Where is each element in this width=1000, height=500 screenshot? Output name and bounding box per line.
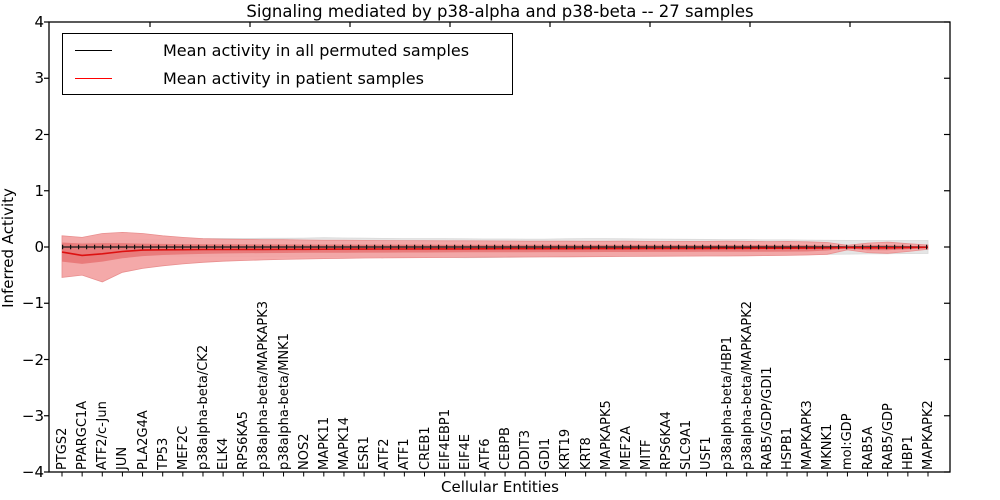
y-tick-label: 2 — [34, 125, 44, 144]
x-tick-label: ATF2/c-Jun — [95, 401, 111, 470]
x-tick-label: ATF6 — [477, 438, 493, 470]
x-axis-label: Cellular Entities — [441, 478, 559, 496]
x-tick-label: RAB5/GDP — [880, 403, 896, 470]
legend-item-permuted: Mean activity in all permuted samples — [63, 37, 512, 63]
x-tick-label: NOS2 — [296, 433, 312, 470]
x-tick-label: HBP1 — [900, 435, 916, 470]
x-tick-label: RPS6KA5 — [236, 411, 252, 470]
x-tick-label: MEF2C — [175, 425, 191, 470]
x-tick-label: MKNK1 — [820, 423, 836, 470]
x-tick-label: TP53 — [155, 437, 171, 470]
chart-title: Signaling mediated by p38-alpha and p38-… — [246, 2, 754, 21]
x-tick-label: ESR1 — [357, 436, 373, 470]
x-tick-label: PTGS2 — [55, 427, 70, 470]
x-tick-label: PLA2G4A — [135, 410, 151, 470]
x-tick-label: GDI1 — [538, 437, 554, 470]
x-tick-label: MAPKAPK5 — [598, 400, 614, 470]
x-tick-label: DDIT3 — [518, 429, 534, 470]
x-tick-label: USF1 — [699, 436, 715, 470]
x-tick-label: mol:GDP — [840, 413, 856, 470]
legend-label-permuted: Mean activity in all permuted samples — [163, 40, 470, 60]
y-tick-label: −3 — [21, 406, 44, 425]
x-tick-label: MAPKAPK2 — [921, 400, 936, 470]
x-tick-label: p38alpha-beta/HBP1 — [719, 335, 735, 470]
x-tick-label: CEBPB — [498, 427, 514, 470]
x-tick-label: MAPK11 — [316, 416, 332, 470]
x-tick-label: HSPB1 — [780, 426, 796, 470]
legend-label-patient: Mean activity in patient samples — [163, 68, 424, 88]
x-tick-label: RAB5A — [860, 426, 876, 470]
x-tick-label: CREB1 — [417, 426, 433, 470]
y-tick-label: −1 — [21, 294, 44, 313]
x-tick-label: p38alpha-beta/CK2 — [195, 344, 211, 470]
x-tick-label: MAPKAPK3 — [800, 400, 816, 470]
x-tick-label: ATF1 — [397, 438, 413, 470]
x-tick-label: p38alpha-beta/MAPKAPK3 — [256, 301, 272, 470]
x-tick-label: MITF — [639, 439, 655, 470]
y-tick-label: 4 — [34, 13, 44, 31]
x-tick-label: p38alpha-beta/MAPKAPK2 — [739, 301, 755, 470]
y-tick-label: 0 — [34, 238, 44, 256]
x-tick-label: MEF2A — [618, 425, 634, 470]
x-tick-label: EIF4EBP1 — [437, 408, 453, 470]
legend: Mean activity in all permuted samples Me… — [62, 33, 513, 95]
legend-line-black-icon — [75, 49, 112, 51]
x-tick-label: RAB5/GDP/GDI1 — [759, 366, 775, 470]
y-tick-label: 3 — [34, 69, 44, 88]
legend-line-red-icon — [75, 77, 112, 79]
x-tick-label: ELK4 — [216, 437, 232, 470]
x-tick-label: PPARGC1A — [75, 400, 91, 470]
x-tick-label: RPS6KA4 — [659, 411, 675, 470]
x-tick-label: SLC9A1 — [679, 419, 695, 470]
x-tick-label: MAPK14 — [336, 416, 352, 470]
x-tick-label: ATF2 — [377, 438, 393, 470]
x-tick-label: JUN — [115, 446, 131, 470]
x-tick-label: EIF4E — [457, 433, 473, 470]
x-tick-label: KRT8 — [578, 437, 594, 470]
x-tick-label: KRT19 — [558, 428, 574, 470]
x-tick-label: p38alpha-beta/MNK1 — [276, 333, 292, 470]
legend-item-patient: Mean activity in patient samples — [63, 65, 512, 91]
y-tick-label: 1 — [34, 181, 44, 200]
y-tick-label: −2 — [21, 350, 44, 369]
y-tick-label: −4 — [21, 463, 44, 481]
